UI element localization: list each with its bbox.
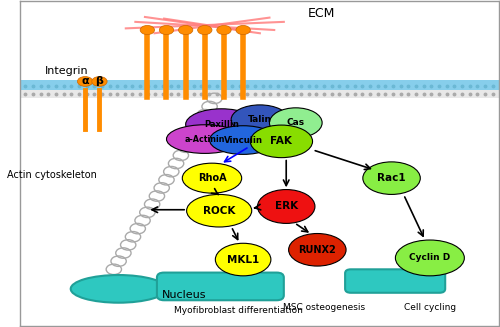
Ellipse shape — [288, 233, 346, 266]
Text: Nucleus: Nucleus — [162, 290, 206, 301]
Text: Rac1: Rac1 — [377, 173, 406, 183]
Text: Vinculin: Vinculin — [224, 136, 262, 145]
Text: MKL1: MKL1 — [227, 254, 259, 265]
Ellipse shape — [210, 126, 276, 154]
Ellipse shape — [182, 163, 242, 193]
Ellipse shape — [250, 125, 312, 158]
Text: α: α — [82, 77, 89, 86]
Text: Myofibroblast differentiation: Myofibroblast differentiation — [174, 305, 303, 315]
Text: RUNX2: RUNX2 — [298, 245, 336, 255]
Text: Paxillin: Paxillin — [204, 120, 239, 129]
Ellipse shape — [217, 26, 231, 35]
Text: Actin cytoskeleton: Actin cytoskeleton — [6, 170, 96, 180]
Ellipse shape — [92, 77, 107, 86]
Text: ECM: ECM — [308, 7, 335, 20]
Ellipse shape — [78, 77, 93, 86]
Text: ROCK: ROCK — [203, 206, 235, 216]
Text: Integrin: Integrin — [44, 66, 88, 76]
Text: FAK: FAK — [270, 136, 292, 146]
Ellipse shape — [166, 125, 243, 153]
Text: ERK: ERK — [274, 201, 298, 212]
Text: Cas: Cas — [286, 118, 305, 127]
Text: Cyclin D: Cyclin D — [409, 253, 451, 263]
Ellipse shape — [216, 243, 271, 276]
Text: Talin: Talin — [248, 115, 272, 124]
Ellipse shape — [160, 26, 173, 35]
Text: RhoA: RhoA — [198, 173, 226, 183]
Ellipse shape — [140, 26, 154, 35]
FancyBboxPatch shape — [345, 269, 445, 293]
FancyBboxPatch shape — [157, 273, 284, 300]
Text: a-Actinin: a-Actinin — [184, 135, 225, 144]
Ellipse shape — [231, 105, 288, 134]
Ellipse shape — [186, 195, 252, 227]
Bar — [20, 90, 500, 98]
Ellipse shape — [258, 190, 315, 223]
Bar — [20, 80, 500, 90]
Text: MSC osteogenesis: MSC osteogenesis — [284, 303, 366, 312]
Ellipse shape — [236, 26, 250, 35]
Ellipse shape — [363, 162, 420, 195]
Ellipse shape — [70, 275, 166, 303]
Ellipse shape — [186, 109, 258, 140]
Ellipse shape — [270, 108, 322, 138]
Ellipse shape — [178, 26, 193, 35]
Text: β: β — [96, 77, 104, 86]
Text: Cell cycling: Cell cycling — [404, 303, 456, 312]
Ellipse shape — [396, 240, 464, 276]
Ellipse shape — [198, 26, 212, 35]
